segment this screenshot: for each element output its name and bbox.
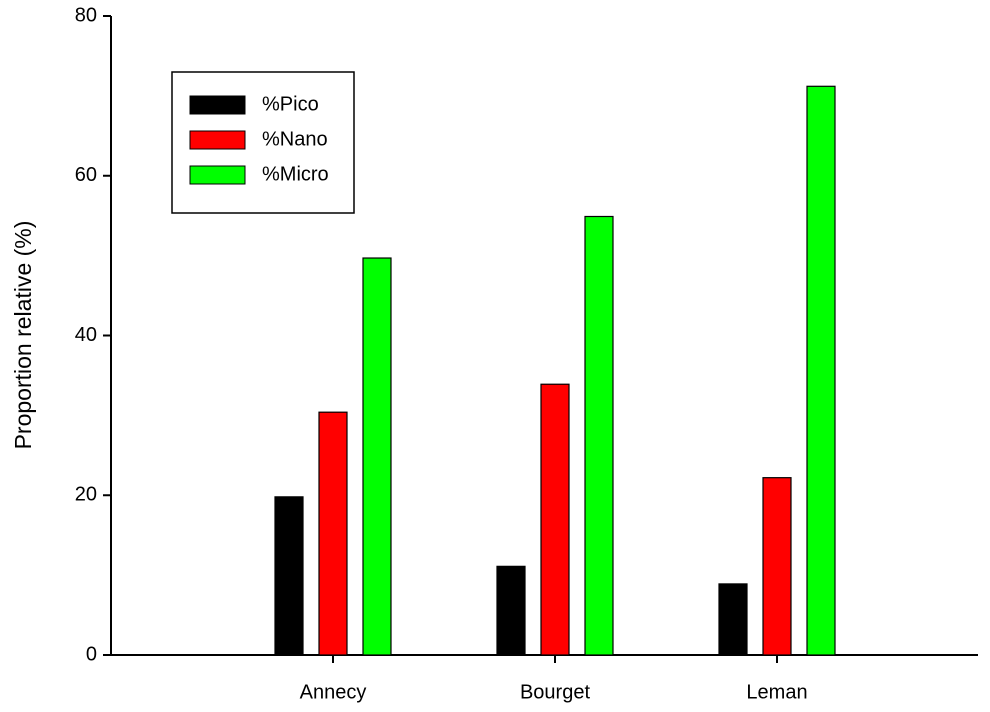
legend-label: %Micro (262, 163, 329, 185)
x-tick-label: Leman (746, 681, 807, 703)
bar (584, 215, 614, 656)
bar (718, 583, 748, 656)
y-tick-label: 60 (75, 164, 97, 186)
y-tick-label: 20 (75, 484, 97, 506)
legend-label: %Nano (262, 128, 328, 150)
y-tick-label: 80 (75, 4, 97, 26)
x-tick-label: Bourget (520, 681, 590, 703)
bar (762, 477, 792, 656)
legend-swatch (189, 165, 246, 185)
legend-swatch (189, 130, 246, 150)
y-tick-label: 0 (86, 643, 97, 665)
legend-swatch (189, 95, 246, 115)
bar (496, 565, 526, 656)
bar (806, 85, 836, 656)
bar (540, 383, 570, 656)
bar (362, 257, 392, 656)
y-axis-label: Proportion relative (%) (10, 221, 36, 450)
legend-label: %Pico (262, 93, 319, 115)
bar (318, 411, 348, 656)
bar (274, 496, 304, 656)
x-tick-label: Annecy (300, 681, 367, 703)
y-tick-label: 40 (75, 324, 97, 346)
